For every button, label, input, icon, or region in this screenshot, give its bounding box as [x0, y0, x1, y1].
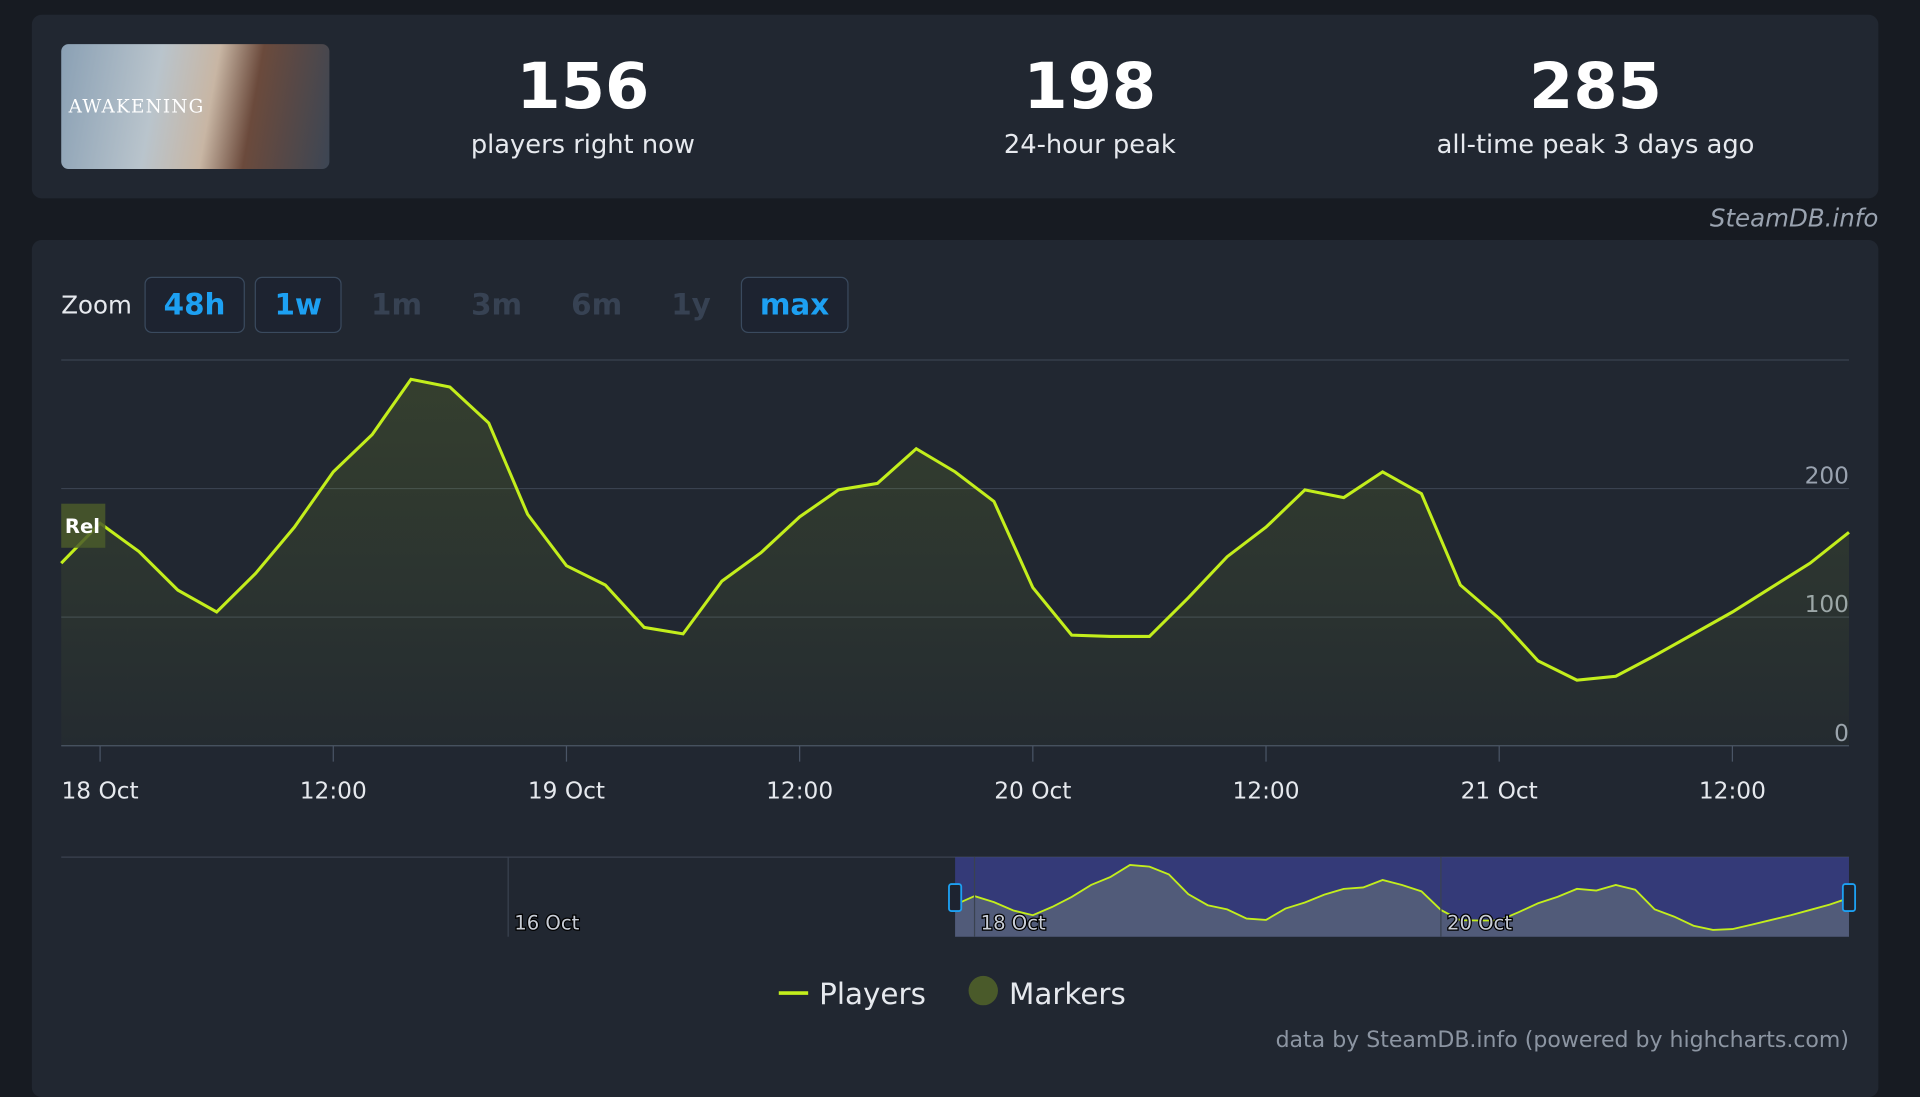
x-tick-label: 20 Oct	[994, 777, 1071, 804]
credit[interactable]: SteamDB.info	[1709, 203, 1879, 233]
zoom-button[interactable]: 1y	[671, 287, 711, 323]
navigator-handle[interactable]	[1841, 883, 1857, 912]
x-tick-label: 12:00	[300, 777, 367, 804]
x-tick-label: 21 Oct	[1461, 777, 1538, 804]
marker-flag[interactable]	[61, 503, 106, 548]
stat-value: 156	[516, 50, 650, 124]
header-panel	[31, 14, 1879, 199]
stat: 156 players right now	[362, 44, 803, 159]
zoom-button[interactable]: 3m	[471, 287, 523, 323]
stat: 198 24-hour peak	[869, 44, 1310, 159]
stat-label: 24-hour peak	[1003, 129, 1176, 160]
x-tick-label: 18 Oct	[61, 777, 138, 804]
line	[60, 377, 1850, 682]
navigator-handle[interactable]	[948, 883, 963, 912]
stat: 285 all-time peak 3 days ago	[1375, 44, 1816, 159]
y-tick-label: 200	[1805, 463, 1849, 490]
zoom-label: Zoom	[61, 290, 132, 320]
navigator-label: 16 Oct	[514, 911, 579, 934]
navigator-line	[954, 864, 1850, 931]
legend-label[interactable]: Players	[819, 977, 926, 1011]
zoom-button[interactable]: 1m	[371, 287, 423, 323]
zoom-button[interactable]: max	[740, 276, 849, 334]
zoom-button[interactable]: 1w	[254, 276, 342, 334]
legend-label[interactable]: Markers	[1009, 977, 1126, 1011]
area	[61, 379, 1849, 746]
stat-label: all-time peak 3 days ago	[1436, 129, 1755, 160]
game-thumbnail[interactable]: AWAKENING	[61, 44, 330, 169]
x-tick-label: 19 Oct	[528, 777, 605, 804]
stat-label: players right now	[470, 129, 695, 160]
credits[interactable]: data by SteamDB.info (powered by highcha…	[1276, 1028, 1849, 1053]
navigator-area	[955, 864, 1849, 937]
thumbnail-text: AWAKENING	[68, 95, 205, 118]
navigator-label: 20 Oct	[1447, 911, 1512, 934]
stat-value: 198	[1023, 50, 1157, 124]
navigator-selection	[955, 857, 1849, 937]
zoom-button[interactable]: 6m	[571, 287, 623, 323]
legend-swatch	[968, 975, 998, 1006]
stat-value: 285	[1529, 50, 1662, 124]
zoom-bar: Zoom 48h 1w 1m 3m 6m 1y max	[61, 276, 849, 334]
navigator-label: 18 Oct	[981, 911, 1046, 934]
x-tick-label: 12:00	[766, 777, 833, 804]
zoom-button[interactable]: 48h	[144, 276, 246, 334]
marker-label: Rel	[65, 515, 100, 538]
x-tick-label: 12:00	[1699, 777, 1766, 804]
x-tick-label: 12:00	[1233, 777, 1300, 804]
